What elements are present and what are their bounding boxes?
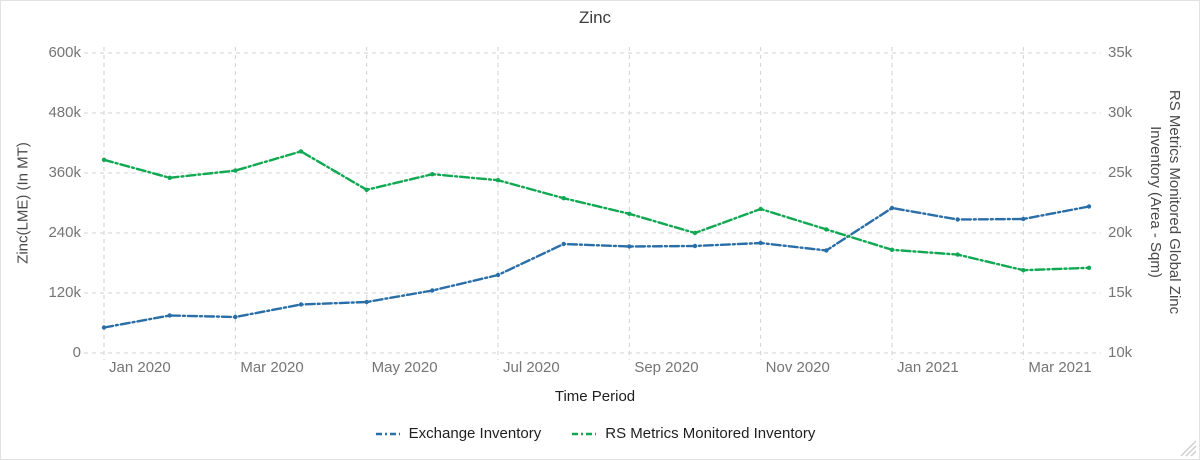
legend-marker-dashed-line-icon [375, 432, 400, 435]
data-point[interactable] [627, 244, 632, 249]
x-axis-tick-label: Nov 2020 [765, 359, 830, 376]
legend-item-exchange-inventory[interactable]: Exchange Inventory [375, 425, 542, 442]
resize-grip-icon[interactable] [1175, 435, 1197, 457]
data-point[interactable] [824, 227, 829, 232]
x-axis-tick-label: Jan 2021 [897, 359, 959, 376]
data-point[interactable] [101, 325, 107, 330]
right-axis-tick-label: 35k [1108, 44, 1133, 61]
data-point[interactable] [758, 206, 763, 212]
data-point[interactable] [233, 314, 238, 320]
data-point[interactable] [692, 230, 698, 236]
right-axis-title: RS Metrics Monitored Global Zinc Invento… [1146, 90, 1184, 314]
data-point[interactable] [561, 241, 566, 247]
data-point[interactable] [233, 168, 238, 173]
data-point[interactable] [561, 196, 566, 201]
legend-label: Exchange Inventory [408, 425, 542, 442]
series-line [102, 205, 1091, 329]
right-axis-tick-label: 25k [1108, 164, 1133, 181]
data-point[interactable] [1021, 216, 1026, 222]
right-axis-title-line1: RS Metrics Monitored Global Zinc [1166, 89, 1183, 315]
data-point[interactable] [692, 243, 698, 249]
right-axis-tick-label: 30k [1108, 104, 1133, 121]
data-point[interactable] [955, 217, 960, 222]
data-point[interactable] [101, 157, 107, 162]
data-point[interactable] [1086, 204, 1092, 209]
data-point[interactable] [758, 240, 763, 246]
left-axis-tick-label: 360k [48, 164, 81, 181]
left-axis-tick-label: 120k [48, 284, 81, 301]
x-axis-title: Time Period [554, 388, 636, 405]
data-point[interactable] [298, 302, 304, 307]
x-axis-tick-label: Mar 2021 [1028, 359, 1092, 376]
data-point[interactable] [495, 178, 501, 183]
legend-item-rs-metrics-inventory[interactable]: RS Metrics Monitored Inventory [571, 425, 815, 442]
data-point[interactable] [824, 248, 829, 253]
legend-marker-dashed-line-icon [572, 432, 597, 435]
series-line [102, 150, 1091, 272]
legend-label: RS Metrics Monitored Inventory [605, 425, 816, 442]
x-axis-tick-label: Sep 2020 [634, 359, 699, 376]
right-axis-tick-label: 15k [1108, 284, 1133, 301]
data-point[interactable] [1086, 265, 1092, 270]
data-point[interactable] [298, 149, 304, 154]
left-axis-title: Zinc(LME) (In MT) [14, 142, 32, 264]
left-axis-tick-label: 0 [72, 344, 81, 361]
left-axis-tick-label: 240k [48, 224, 81, 241]
legend: Exchange Inventory RS Metrics Monitored … [1, 425, 1189, 442]
data-point[interactable] [364, 299, 369, 305]
left-axis-tick-label: 600k [48, 44, 81, 61]
data-point[interactable] [1021, 268, 1026, 273]
chart-title: Zinc [578, 8, 612, 27]
data-point[interactable] [889, 205, 895, 211]
x-axis-tick-label: Jan 2020 [109, 359, 171, 376]
x-axis-tick-label: Jul 2020 [503, 359, 560, 376]
data-point[interactable] [430, 288, 435, 293]
right-axis-tick-label: 20k [1108, 224, 1133, 241]
data-point[interactable] [495, 272, 501, 278]
right-axis-tick-label: 10k [1108, 344, 1133, 361]
data-point[interactable] [889, 247, 895, 252]
data-point[interactable] [364, 187, 369, 192]
x-axis-tick-label: Mar 2020 [240, 359, 304, 376]
data-point[interactable] [167, 175, 172, 180]
right-axis-title-line2: Inventory (Area - Sqm) [1147, 126, 1164, 278]
data-point[interactable] [167, 313, 172, 318]
left-axis-tick-label: 480k [48, 104, 81, 121]
data-point[interactable] [627, 211, 632, 216]
x-axis-tick-label: May 2020 [371, 359, 438, 376]
data-point[interactable] [430, 172, 435, 177]
data-point[interactable] [955, 252, 960, 257]
